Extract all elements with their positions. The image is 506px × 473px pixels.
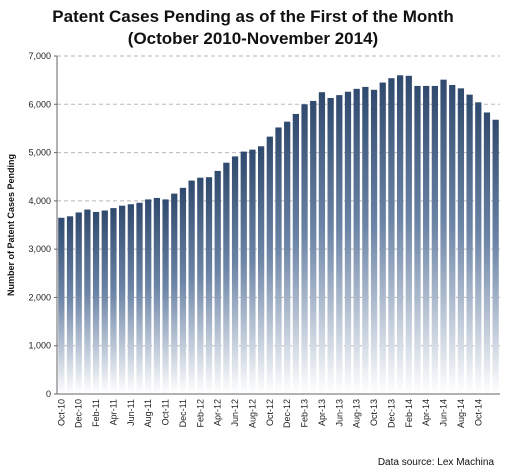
x-tick-label: Jun-11: [126, 399, 136, 426]
bar-Feb-13: [301, 104, 307, 394]
x-tick-label: Jun-12: [230, 399, 240, 427]
bar-Feb-14: [406, 76, 412, 394]
y-tick-label: 5,000: [28, 148, 51, 158]
y-tick-label: 2,000: [28, 292, 51, 302]
x-tick-label: Feb-13: [300, 399, 310, 428]
data-source-note: Data source: Lex Machina: [378, 457, 494, 468]
bar-Dec-11: [180, 188, 186, 394]
bar-Jul-14: [449, 85, 455, 394]
bar-Apr-12: [215, 171, 221, 394]
bar-Nov-12: [275, 127, 281, 394]
bar-Apr-14: [423, 86, 429, 394]
x-tick-label: Dec-10: [74, 399, 84, 428]
x-tick-label: Dec-12: [282, 399, 292, 428]
bar-Nov-11: [171, 194, 177, 394]
bar-Jul-11: [136, 203, 142, 394]
x-tick-label: Apr-13: [317, 399, 327, 426]
bar-Oct-10: [58, 218, 64, 394]
bar-Jan-14: [397, 75, 403, 394]
bar-Aug-12: [249, 150, 255, 394]
bar-Mar-11: [102, 211, 108, 394]
x-tick-label: Oct-10: [56, 399, 66, 426]
x-tick-label: Feb-14: [404, 399, 414, 428]
x-tick-label: Aug-12: [247, 399, 257, 428]
bar-Dec-10: [76, 212, 82, 394]
bar-Nov-10: [67, 216, 73, 394]
x-tick-label: Dec-13: [386, 399, 396, 428]
bar-Jun-11: [128, 204, 134, 394]
bar-Dec-12: [284, 122, 290, 394]
x-tick-label: Oct-13: [369, 399, 379, 426]
y-axis-label: Number of Patent Cases Pending: [6, 154, 16, 296]
y-tick-label: 0: [46, 389, 51, 399]
bar-May-12: [223, 163, 229, 394]
x-tick-label: Oct-12: [265, 399, 275, 426]
x-tick-label: Apr-14: [421, 399, 431, 426]
x-tick-label: Jun-14: [439, 399, 449, 427]
y-tick-label: 7,000: [28, 51, 51, 61]
bar-Feb-12: [197, 178, 203, 394]
bar-Aug-14: [458, 88, 464, 394]
x-tick-label: Apr-11: [108, 399, 118, 425]
bar-Aug-13: [354, 89, 360, 394]
bar-Oct-11: [162, 199, 168, 394]
x-tick-label: Aug-11: [143, 399, 153, 427]
bar-Apr-13: [319, 92, 325, 394]
bar-Sep-11: [154, 198, 160, 394]
bar-May-11: [119, 206, 125, 394]
bar-Sep-14: [466, 95, 472, 394]
bar-Feb-11: [93, 212, 99, 394]
bar-Dec-13: [388, 78, 394, 394]
bar-Aug-11: [145, 199, 151, 394]
x-tick-label: Oct-11: [161, 399, 171, 425]
bar-Jun-12: [232, 156, 238, 394]
bar-Nov-14: [484, 112, 490, 394]
bar-Mar-13: [310, 101, 316, 394]
y-tick-label: 6,000: [28, 99, 51, 109]
bar-Jul-13: [345, 92, 351, 394]
y-tick-label: 4,000: [28, 196, 51, 206]
bar-Oct-12: [267, 137, 273, 394]
x-tick-label: Aug-13: [352, 399, 362, 428]
bar-50: [493, 120, 499, 394]
bar-Mar-12: [206, 177, 212, 394]
bar-Jan-13: [293, 114, 299, 394]
y-tick-label: 3,000: [28, 244, 51, 254]
x-tick-label: Aug-14: [456, 399, 466, 428]
bar-May-13: [327, 98, 333, 394]
y-tick-label: 1,000: [28, 341, 51, 351]
x-tick-label: Oct-14: [473, 399, 483, 426]
x-tick-label: Jun-13: [334, 399, 344, 427]
x-tick-label: Feb-12: [195, 399, 205, 428]
bar-Sep-13: [362, 87, 368, 394]
x-tick-label: Dec-11: [178, 399, 188, 427]
bar-Jun-13: [336, 95, 342, 394]
bar-Sep-12: [258, 146, 264, 394]
bar-Jan-11: [84, 210, 90, 394]
bar-Nov-13: [380, 83, 386, 394]
bar-Mar-14: [414, 86, 420, 394]
bar-Jul-12: [241, 152, 247, 394]
bar-Jun-14: [440, 80, 446, 394]
x-tick-label: Apr-12: [213, 399, 223, 426]
bar-May-14: [432, 86, 438, 394]
bar-Jan-12: [189, 181, 195, 394]
bar-Apr-11: [110, 208, 116, 394]
bar-Oct-13: [371, 90, 377, 394]
bar-Oct-14: [475, 102, 481, 394]
x-tick-label: Feb-11: [91, 399, 101, 427]
